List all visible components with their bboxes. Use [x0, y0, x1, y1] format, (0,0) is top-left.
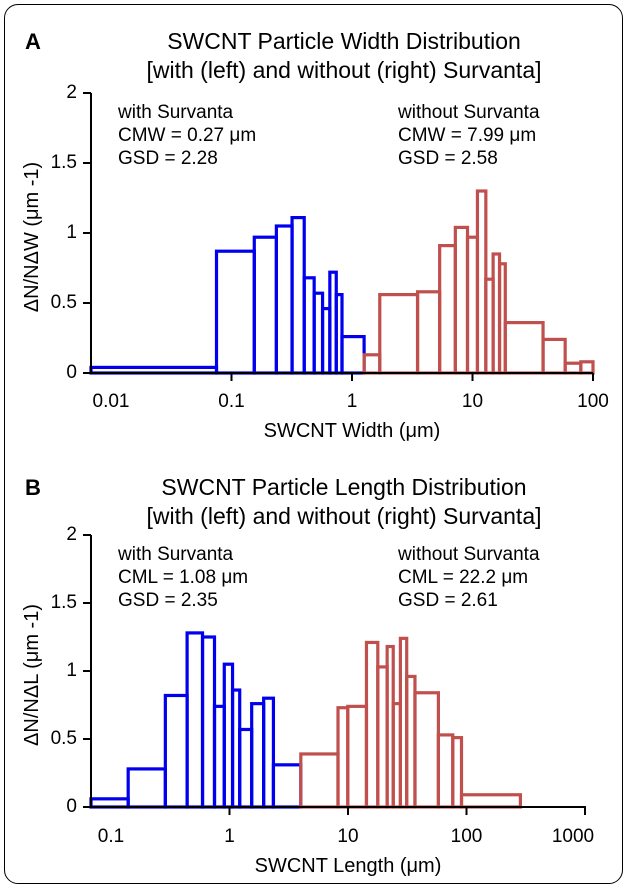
panel-b-series-1-bin-2 [126, 767, 167, 809]
panel-a-ytick-1.5: 1.5 [51, 152, 77, 173]
panel-a-ytick-0.5: 0.5 [51, 292, 77, 313]
panel-a-annot-right-line-3: GSD = 2.58 [398, 148, 498, 169]
panel-a-ytick-2: 2 [66, 82, 77, 103]
panel-b-ytick-1: 1 [66, 660, 77, 681]
panel-b-bars [89, 631, 523, 809]
panel-b-series-2-bin-13 [459, 793, 523, 809]
panel-a-annot-left-line-1: with Survanta [117, 102, 234, 123]
panel-a-series-2-bin-4 [438, 244, 457, 375]
panel-b-title-line-1: SWCNT Particle Length Distribution [161, 474, 526, 500]
panel-b-series-1-bin-9 [238, 727, 254, 809]
panel-a-xtick-0.01: 0.01 [93, 391, 130, 412]
panel-b-annot-right-line-3: GSD = 2.61 [398, 590, 498, 611]
panel-b-series-2-bin-11 [436, 733, 455, 809]
panel-b-annot-left-line-2: CML = 1.08 μm [118, 567, 248, 588]
panel-a-xtick-10: 10 [462, 391, 483, 412]
panel-a-series-2-bin-13 [563, 361, 583, 375]
panel-a-series-1-bin-5 [290, 216, 306, 375]
panel-b-series-1-bin-12 [271, 763, 303, 809]
panel-a-title-line-2: [with (left) and without (right) Survant… [147, 57, 542, 83]
panel-b-xtick-10: 10 [337, 826, 358, 847]
panel-a-axes [83, 92, 594, 381]
panel-a-xlabel: SWCNT Width (μm) [264, 420, 441, 442]
panel-a-series-2-bin-14 [579, 360, 595, 375]
panel-b-title-line-2: [with (left) and without (right) Survant… [147, 503, 542, 529]
panel-b-annotation-left: with Survanta CML = 1.08 μm GSD = 2.35 [117, 544, 248, 611]
panel-a-series-1-bin-11 [340, 335, 366, 375]
panel-b-series-2-bin-1 [299, 752, 340, 809]
panel-a-y-ticks: 2 1.5 1 0.5 0 [51, 82, 77, 383]
panel-a-annot-right-line-2: CMW = 7.99 μm [398, 125, 536, 146]
panel-a-series-2-bin-1 [362, 353, 382, 375]
panel-b-annot-right-line-1: without Survanta [397, 544, 540, 565]
panel-a-annotation-left: with Survanta CMW = 0.27 μm GSD = 2.28 [117, 102, 256, 169]
figure-frame: A SWCNT Particle Width Distribution [wit… [4, 4, 623, 884]
panel-b-annot-right-line-2: CML = 22.2 μm [398, 567, 528, 588]
panel-b-label: B [25, 475, 41, 500]
panel-a-series-1-bin-2 [214, 249, 256, 375]
panel-b-series-1-bin-5 [200, 635, 217, 809]
panel-a-xtick-1: 1 [347, 391, 358, 412]
panel-b: B SWCNT Particle Length Distribution [wi… [21, 474, 594, 877]
panel-a-series-2-bin-2 [378, 293, 420, 375]
panel-a-series-1-bin-4 [274, 224, 294, 375]
panel-b-annotation-right: without Survanta CML = 22.2 μm GSD = 2.6… [397, 544, 540, 611]
panel-b-ylabel-wrap: ΔN/NΔL (μm -1) [21, 604, 43, 746]
panel-a-series-1-bin-3 [252, 235, 278, 375]
panel-b-y-ticks: 2 1.5 1 0.5 0 [51, 524, 77, 817]
panel-a-annot-left-line-3: GSD = 2.28 [118, 148, 218, 169]
panel-a-ylabel: ΔN/NΔW (μm -1) [21, 162, 43, 312]
panel-a-ylabel-wrap: ΔN/NΔW (μm -1) [21, 162, 43, 312]
panel-b-x-ticks: 0.1 1 10 100 1000 [98, 826, 594, 847]
panel-b-xlabel: SWCNT Length (μm) [255, 855, 442, 877]
panel-b-ytick-1.5: 1.5 [51, 592, 77, 613]
panel-a-xtick-100: 100 [577, 391, 609, 412]
panel-a-bars [89, 189, 595, 375]
panel-b-ytick-0.5: 0.5 [51, 728, 77, 749]
figure-canvas: A SWCNT Particle Width Distribution [wit… [21, 28, 609, 877]
panel-a-xtick-0.1: 0.1 [218, 391, 244, 412]
panel-b-annot-left-line-3: GSD = 2.35 [118, 590, 218, 611]
panel-b-ytick-0: 0 [66, 796, 77, 817]
panel-a-title-line-1: SWCNT Particle Width Distribution [167, 28, 521, 54]
panel-b-series-1-bin-4 [185, 631, 205, 809]
panel-a-label: A [25, 29, 41, 54]
panel-b-series-1-bin-10 [250, 702, 266, 809]
panel-a-series-2-bin-3 [415, 290, 442, 375]
panel-b-xtick-100: 100 [451, 826, 483, 847]
panel-b-axes [83, 534, 586, 815]
panel-b-xtick-1: 1 [224, 826, 235, 847]
panel-a: A SWCNT Particle Width Distribution [wit… [21, 28, 609, 442]
panel-b-series-2-bin-4 [364, 640, 380, 809]
panel-a-series-2-bin-12 [541, 337, 567, 375]
panel-b-annot-left-line-1: with Survanta [117, 544, 234, 565]
panel-b-xtick-1000: 1000 [552, 826, 594, 847]
panel-b-series-1-bin-3 [163, 693, 189, 809]
panel-a-ytick-0: 0 [66, 362, 77, 383]
panel-b-series-1-bin-1 [89, 797, 130, 809]
panel-b-xtick-0.1: 0.1 [98, 826, 124, 847]
panel-a-x-ticks: 0.01 0.1 1 10 100 [93, 391, 609, 412]
panel-a-annotation-right: without Survanta CMW = 7.99 μm GSD = 2.5… [397, 102, 540, 169]
panel-a-annot-right-line-1: without Survanta [397, 102, 540, 123]
panel-b-series-2-bin-3 [346, 704, 369, 809]
panel-a-annot-left-line-2: CMW = 0.27 μm [118, 125, 256, 146]
panel-b-ytick-2: 2 [66, 524, 77, 545]
panel-a-series-2-bin-5 [453, 225, 470, 375]
panel-b-series-2-bin-10 [413, 691, 440, 809]
panel-a-ytick-1: 1 [66, 222, 77, 243]
panel-a-series-2-bin-11 [503, 321, 545, 375]
panel-b-ylabel: ΔN/NΔL (μm -1) [21, 604, 43, 746]
